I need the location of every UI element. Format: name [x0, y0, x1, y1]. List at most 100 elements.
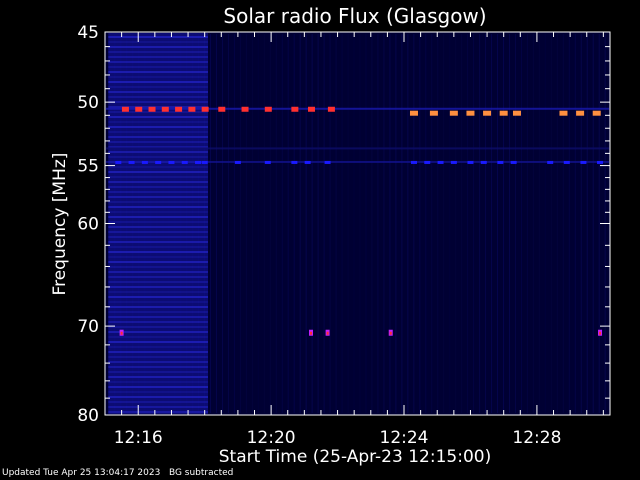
broadband-texture-line [108, 46, 208, 48]
burst-54-7-mhz [201, 160, 208, 164]
background-streak [497, 34, 499, 413]
broadband-texture-line [108, 381, 208, 383]
background-streak [574, 34, 576, 413]
broadband-texture-line [108, 181, 208, 183]
background-streak [305, 34, 307, 413]
background-streak [293, 34, 295, 413]
background-streak [317, 34, 319, 413]
broadband-texture-line [108, 71, 208, 73]
broadband-texture-line [108, 271, 208, 273]
background-streak [485, 34, 487, 413]
burst-54-7-mhz [510, 160, 517, 164]
background-streak [311, 34, 313, 413]
background-streak [341, 34, 343, 413]
broadband-texture-line [108, 126, 208, 128]
broadband-texture-line [108, 236, 208, 238]
burst-54-7-mhz [291, 160, 298, 164]
burst-54-7-mhz [115, 160, 122, 164]
burst-54-7-mhz [497, 160, 504, 164]
chart-title: Solar radio Flux (Glasgow) [223, 4, 486, 28]
background-streak [269, 34, 271, 413]
interference-band [106, 107, 609, 110]
interference-band [106, 160, 609, 163]
burst-50-5-mhz [264, 106, 272, 112]
background-streak [401, 34, 403, 413]
burst-54-7-mhz [324, 160, 331, 164]
burst-54-7-mhz [437, 160, 444, 164]
background-note: BG subtracted [168, 468, 234, 478]
burst-54-7-mhz [597, 160, 604, 164]
burst-54-7-mhz [181, 160, 188, 164]
background-streak [281, 34, 283, 413]
burst-50-8-mhz [449, 110, 458, 116]
burst-70-7-mhz-core [120, 331, 123, 335]
broadband-texture-line [108, 401, 208, 403]
broadband-texture-line [108, 361, 208, 363]
broadband-texture-line [108, 296, 208, 298]
x-tick-label: 12:24 [380, 428, 429, 448]
background-streak [395, 34, 397, 413]
broadband-texture-line [108, 206, 208, 208]
background-streak [299, 34, 301, 413]
burst-50-5-mhz [121, 106, 129, 112]
broadband-texture-line [108, 396, 208, 398]
broadband-texture-line [108, 331, 208, 333]
background-streak [245, 34, 247, 413]
burst-50-5-mhz [201, 106, 209, 112]
background-streak [449, 34, 451, 413]
burst-70-7-mhz-core [389, 331, 392, 335]
broadband-texture-line [108, 311, 208, 313]
broadband-texture-line [108, 351, 208, 353]
burst-50-5-mhz [307, 106, 315, 112]
burst-50-8-mhz [483, 110, 492, 116]
broadband-texture-line [108, 251, 208, 253]
broadband-texture-line [108, 61, 208, 63]
broadband-texture-line [108, 86, 208, 88]
background-streak [431, 34, 433, 413]
broadband-texture-line [108, 101, 208, 103]
burst-54-7-mhz [141, 160, 148, 164]
background-streak [562, 34, 564, 413]
background-streak [365, 34, 367, 413]
background-streak [556, 34, 558, 413]
background-streak [467, 34, 469, 413]
burst-54-7-mhz [195, 160, 202, 164]
y-tick-label: 70 [77, 317, 99, 337]
broadband-texture-line [108, 326, 208, 328]
broadband-texture-line [108, 66, 208, 68]
background-streak [275, 34, 277, 413]
interference-band [106, 147, 609, 150]
background-streak [251, 34, 253, 413]
broadband-texture-line [108, 386, 208, 388]
background-streak [592, 34, 594, 413]
broadband-texture-line [108, 231, 208, 233]
x-tick-label: 12:20 [247, 428, 296, 448]
broadband-texture-line [108, 171, 208, 173]
burst-54-7-mhz [155, 160, 162, 164]
broadband-texture-line [108, 246, 208, 248]
broadband-texture-line [108, 356, 208, 358]
background-streak [233, 34, 235, 413]
broadband-texture-line [108, 301, 208, 303]
burst-70-7-mhz-core [309, 331, 312, 335]
background-streak [509, 34, 510, 413]
burst-50-5-mhz [218, 106, 226, 112]
burst-50-8-mhz [409, 110, 418, 116]
background-streak [371, 34, 373, 413]
broadband-texture-line [108, 226, 208, 228]
y-tick-label: 45 [77, 23, 99, 43]
burst-54-7-mhz [410, 160, 417, 164]
updated-timestamp: Updated Tue Apr 25 13:04:17 2023 [2, 468, 161, 478]
burst-50-8-mhz [592, 110, 601, 116]
burst-50-5-mhz [148, 106, 156, 112]
broadband-texture-line [108, 321, 208, 323]
background-streak [479, 34, 481, 413]
burst-54-7-mhz [234, 160, 241, 164]
broadband-texture-line [108, 106, 208, 108]
background-streak [221, 34, 223, 413]
broadband-texture-line [108, 391, 208, 393]
background-streak [568, 34, 570, 413]
background-streak [353, 34, 355, 413]
background-streak [473, 34, 475, 413]
